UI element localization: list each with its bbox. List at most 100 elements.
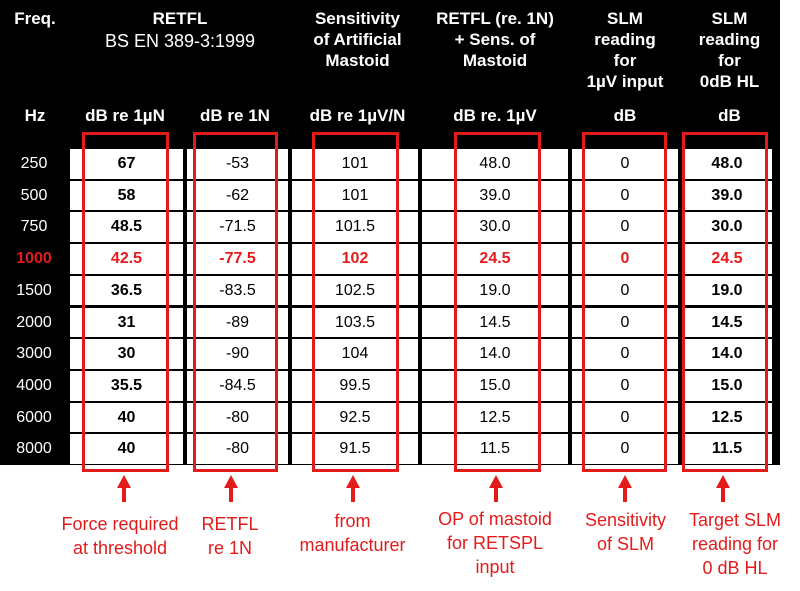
target-cell: 14.0 xyxy=(682,339,772,369)
header-retfl-sens: RETFL (re. 1N) + Sens. of Mastoid xyxy=(436,9,554,70)
slm-cell: 0 xyxy=(572,434,678,464)
target-cell: 14.5 xyxy=(682,307,772,338)
force-cell: 36.5 xyxy=(70,275,183,306)
target-cell: 30.0 xyxy=(682,212,772,243)
op-cell: 48.0 xyxy=(422,149,568,179)
op-cell: 39.0 xyxy=(422,180,568,211)
table-row: 3000 30 -90 104 14.0 0 14.0 xyxy=(0,338,780,370)
table-header: Freq. RETFL BS EN 389-3:1999 Sensitivity… xyxy=(0,0,780,148)
unit-db-re-1un: dB re 1µN xyxy=(85,106,165,125)
slm-cell: 0 xyxy=(572,244,678,274)
retfl-cell: -80 xyxy=(187,402,288,433)
op-cell: 30.0 xyxy=(422,212,568,243)
header-retfl-standard: BS EN 389-3:1999 xyxy=(104,31,256,51)
retfl-cell: -90 xyxy=(187,339,288,369)
unit-db-target: dB xyxy=(718,106,741,125)
retfl-cell: -71.5 xyxy=(187,212,288,243)
slm-cell: 0 xyxy=(572,370,678,401)
table-body: 250 67 -53 101 48.0 0 48.0 500 58 -62 101 39.0 0 39.0… xyxy=(0,148,780,465)
retfl-cell: -53 xyxy=(187,149,288,179)
force-cell: 42.5 xyxy=(70,244,183,274)
header-retfl-title: RETFL xyxy=(152,9,208,28)
op-cell: 24.5 xyxy=(422,244,568,274)
freq-cell: 750 xyxy=(20,218,48,236)
annotation-sensitivity: Sensitivity of SLM xyxy=(584,510,667,554)
freq-cell: 8000 xyxy=(16,440,52,458)
target-column-box xyxy=(682,132,768,472)
arrow-up-icon xyxy=(716,475,730,502)
slm-cell: 0 xyxy=(572,180,678,211)
op-cell: 14.0 xyxy=(422,339,568,369)
unit-db-slm: dB xyxy=(613,106,637,125)
header-freq: Freq. xyxy=(14,9,56,28)
retfl-cell: -89 xyxy=(187,307,288,338)
annotation-force: Force required at threshold xyxy=(61,514,179,558)
slm-column-box xyxy=(582,132,667,472)
slm-cell: 0 xyxy=(572,275,678,306)
table-row: 750 48.5 -71.5 101.5 30.0 0 30.0 xyxy=(0,211,780,243)
freq-cell: 3000 xyxy=(16,345,52,363)
arrow-up-icon xyxy=(224,475,238,502)
slm-cell: 0 xyxy=(572,212,678,243)
op-cell: 15.0 xyxy=(422,370,568,401)
slm-cell: 0 xyxy=(572,402,678,433)
force-cell: 40 xyxy=(70,434,183,464)
table-row: 1000 42.5 -77.5 102 24.5 0 24.5 xyxy=(0,243,780,275)
table-row: 500 58 -62 101 39.0 0 39.0 xyxy=(0,180,780,212)
unit-hz: Hz xyxy=(24,106,46,125)
annotation-op: OP of mastoid for RETSPL input xyxy=(438,509,552,577)
force-cell: 30 xyxy=(70,339,183,369)
table-row: 8000 40 -80 91.5 11.5 0 11.5 xyxy=(0,433,780,465)
arrow-up-icon xyxy=(117,475,131,502)
op-cell: 12.5 xyxy=(422,402,568,433)
target-cell: 19.0 xyxy=(682,275,772,306)
freq-cell: 2000 xyxy=(16,313,52,331)
force-cell: 67 xyxy=(70,149,183,179)
arrow-up-icon xyxy=(489,475,503,502)
table-row: 250 67 -53 101 48.0 0 48.0 xyxy=(0,148,780,180)
freq-cell: 4000 xyxy=(16,376,52,394)
force-cell: 40 xyxy=(70,402,183,433)
target-cell: 24.5 xyxy=(682,244,772,274)
freq-cell: 6000 xyxy=(16,408,52,426)
freq-cell: 500 xyxy=(20,186,48,204)
retfl-cell: -83.5 xyxy=(187,275,288,306)
freq-cell: 1000 xyxy=(16,250,52,268)
header-slm-0db: SLM reading for 0dB HL xyxy=(698,9,761,91)
force-cell: 31 xyxy=(70,307,183,338)
retfl-cell: -84.5 xyxy=(187,370,288,401)
force-cell: 48.5 xyxy=(70,212,183,243)
annotation-retfl: RETFL re 1N xyxy=(201,514,259,558)
op-cell: 11.5 xyxy=(422,434,568,464)
header-sensitivity: Sensitivity of Artificial Mastoid xyxy=(313,9,402,70)
annotation-manufacturer: from manufacturer xyxy=(299,511,406,555)
retfl-column-box xyxy=(193,132,278,472)
op-column-box xyxy=(454,132,541,472)
target-cell: 12.5 xyxy=(682,402,772,433)
annotation-target: Target SLM reading for 0 dB HL xyxy=(688,510,782,578)
target-cell: 15.0 xyxy=(682,370,772,401)
target-cell: 39.0 xyxy=(682,180,772,211)
unit-db-re-1uvn: dB re 1µV/N xyxy=(309,106,406,125)
unit-db-re-1uv: dB re. 1µV xyxy=(453,106,537,125)
freq-cell: 250 xyxy=(20,155,48,172)
target-cell: 48.0 xyxy=(682,149,772,179)
slm-cell: 0 xyxy=(572,307,678,338)
freq-cell: 1500 xyxy=(16,281,52,299)
slm-cell: 0 xyxy=(572,339,678,369)
retfl-cell: -77.5 xyxy=(187,244,288,274)
unit-db-re-1n: dB re 1N xyxy=(200,106,270,125)
arrow-up-icon xyxy=(346,475,360,502)
op-cell: 19.0 xyxy=(422,275,568,306)
arrow-up-icon xyxy=(618,475,632,502)
retfl-cell: -62 xyxy=(187,180,288,211)
retfl-cell: -80 xyxy=(187,434,288,464)
sensitivity-column-box xyxy=(312,132,399,472)
force-column-box xyxy=(82,132,169,472)
force-cell: 35.5 xyxy=(70,370,183,401)
op-cell: 14.5 xyxy=(422,307,568,338)
header-slm-1uv: SLM reading for 1µV input xyxy=(586,9,664,91)
target-cell: 11.5 xyxy=(682,434,772,464)
force-cell: 58 xyxy=(70,180,183,211)
